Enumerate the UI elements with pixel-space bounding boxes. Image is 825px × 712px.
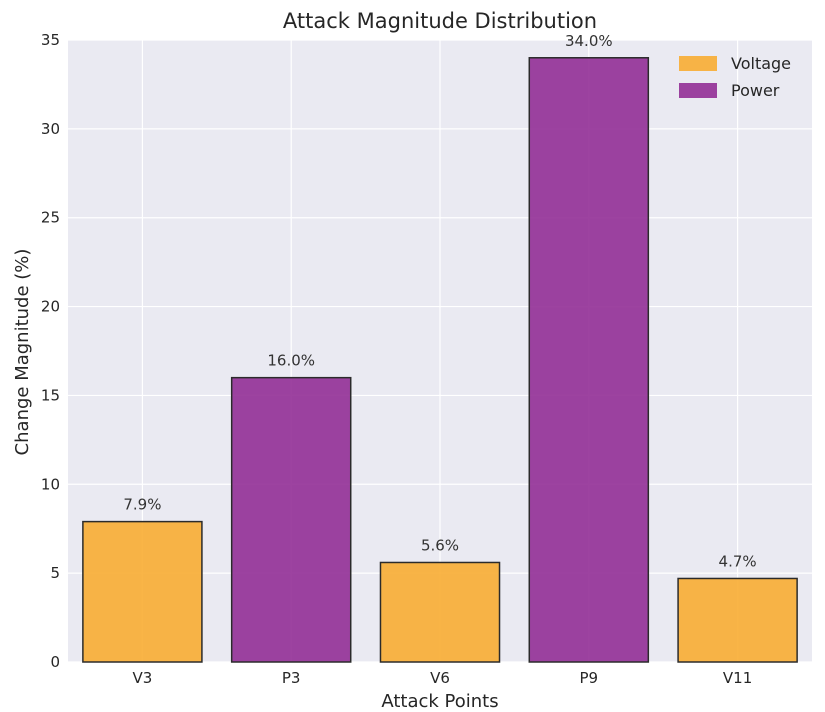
bar-p9 bbox=[528, 57, 650, 663]
bar-p3 bbox=[230, 376, 352, 663]
bar-value-label: 34.0% bbox=[565, 32, 613, 50]
x-axis-ticks: V3 P3 V6 P9 V11 bbox=[132, 669, 752, 687]
legend-swatch-voltage bbox=[679, 56, 717, 71]
legend-swatch-power bbox=[679, 83, 717, 98]
bar-value-label: 4.7% bbox=[719, 552, 757, 570]
x-tick-label: P3 bbox=[282, 669, 301, 687]
bars bbox=[82, 57, 798, 663]
y-tick-label: 15 bbox=[41, 386, 60, 404]
x-axis-label: Attack Points bbox=[381, 691, 498, 712]
bar-value-label: 7.9% bbox=[123, 496, 161, 514]
y-tick-label: 0 bbox=[50, 653, 60, 671]
bar-v3 bbox=[82, 520, 203, 663]
bar-value-label: 5.6% bbox=[421, 536, 459, 554]
bar-value-labels: 7.9% 16.0% 5.6% 34.0% 4.7% bbox=[123, 32, 756, 571]
y-axis-ticks: 0 5 10 15 20 25 30 35 bbox=[41, 31, 60, 671]
y-axis-label: Change Magnitude (%) bbox=[12, 249, 33, 456]
x-tick-label: V6 bbox=[430, 669, 450, 687]
y-tick-label: 35 bbox=[41, 31, 60, 49]
y-tick-label: 20 bbox=[41, 298, 60, 316]
x-tick-label: V3 bbox=[132, 669, 152, 687]
y-tick-label: 10 bbox=[41, 475, 60, 493]
y-tick-label: 30 bbox=[41, 120, 60, 138]
bar-v11 bbox=[677, 577, 798, 663]
x-tick-label: V11 bbox=[723, 669, 752, 687]
bar-value-label: 16.0% bbox=[267, 352, 315, 370]
y-tick-label: 25 bbox=[41, 209, 60, 227]
legend-label-voltage: Voltage bbox=[731, 54, 791, 73]
x-tick-label: P9 bbox=[580, 669, 599, 687]
legend: Voltage Power bbox=[679, 54, 791, 100]
legend-label-power: Power bbox=[731, 81, 780, 100]
y-tick-label: 5 bbox=[50, 564, 60, 582]
bar-v6 bbox=[379, 561, 501, 663]
chart-title: Attack Magnitude Distribution bbox=[283, 9, 597, 33]
